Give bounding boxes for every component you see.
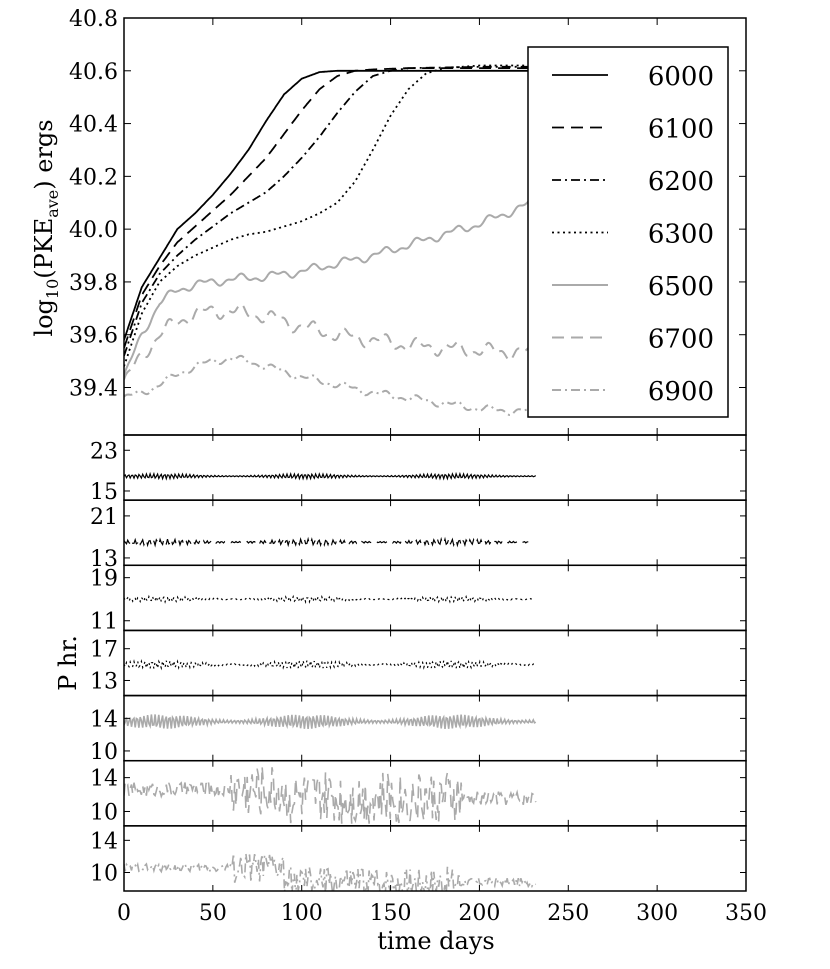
period-line-6000 xyxy=(124,471,537,481)
period-frame-6100 xyxy=(123,499,747,567)
period-line-6500 xyxy=(124,714,537,730)
legend-label-6200: 6200 xyxy=(648,167,714,197)
series-line-6200 xyxy=(124,65,533,357)
bottom-y-axis-label: P hr. xyxy=(54,635,82,691)
x-tick-label-150: 150 xyxy=(370,901,412,926)
top-y-tick-label: 40.2 xyxy=(69,165,118,190)
period-y-tick-label: 17 xyxy=(90,638,118,663)
x-tick-label-250: 250 xyxy=(547,901,589,926)
period-y-tick-label: 19 xyxy=(90,567,118,592)
period-panel-6000: 23 15 xyxy=(90,434,747,505)
period-y-tick-label: 14 xyxy=(90,767,118,792)
series-line-6100 xyxy=(124,67,533,349)
period-line-6900 xyxy=(124,852,537,891)
period-y-tick-label: 13 xyxy=(90,669,118,694)
period-y-tick-label: 10 xyxy=(90,740,118,765)
top-y-tick-label: 39.6 xyxy=(69,324,118,349)
period-y-tick-label: 21 xyxy=(90,505,118,530)
period-y-tick-label: 15 xyxy=(90,480,118,505)
x-tick-label-50: 50 xyxy=(199,901,227,926)
x-tick-label-300: 300 xyxy=(636,901,678,926)
top-y-tick-label: 40.0 xyxy=(69,218,118,243)
legend-label-6500: 6500 xyxy=(648,272,714,302)
top-y-tick-label: 40.4 xyxy=(69,113,118,138)
period-y-tick-label: 10 xyxy=(90,800,118,825)
x-axis: 0 50 100 150 200 250 300 350 xyxy=(117,901,767,926)
period-line-6100 xyxy=(124,536,529,548)
period-y-tick-label: 13 xyxy=(90,547,118,572)
period-y-tick-label: 14 xyxy=(90,707,118,732)
legend-label-6100: 6100 xyxy=(648,115,714,145)
period-line-6300 xyxy=(124,658,537,671)
x-tick-label-200: 200 xyxy=(458,901,500,926)
legend-box xyxy=(527,46,729,418)
legend: 6000 6100 6200 6300 6500 6700 6900 xyxy=(527,46,729,418)
top-series-group xyxy=(124,64,534,417)
series-line-6300 xyxy=(124,64,533,367)
legend-label-6700: 6700 xyxy=(648,325,714,355)
period-line-6200 xyxy=(124,594,533,605)
x-tick-label-0: 0 xyxy=(117,901,131,926)
series-line-6000 xyxy=(124,69,533,341)
top-y-tick-label: 40.8 xyxy=(69,7,118,32)
series-line-6500 xyxy=(124,198,533,376)
period-y-tick-label: 14 xyxy=(90,829,118,854)
x-tick-label-100: 100 xyxy=(281,901,323,926)
top-y-axis-label: log10(PKEave) ergs xyxy=(30,119,62,336)
x-tick-label-350: 350 xyxy=(725,901,767,926)
top-y-tick-label: 40.6 xyxy=(69,60,118,85)
period-y-tick-label: 10 xyxy=(90,862,118,887)
series-line-6700 xyxy=(124,303,534,380)
legend-label-6300: 6300 xyxy=(648,220,714,250)
top-y-tick-label: 39.4 xyxy=(69,376,118,401)
top-y-tick-label: 39.8 xyxy=(69,271,118,296)
period-y-tick-label: 23 xyxy=(90,439,118,464)
period-frame-6000 xyxy=(123,434,747,501)
x-axis-label: time days xyxy=(377,927,494,955)
period-line-6700 xyxy=(124,766,537,824)
pke-panel: 40.8 40.6 40.4 40.2 40.0 39.8 39.6 39.4 6000 6100… xyxy=(69,7,747,436)
period-frame-6900 xyxy=(123,825,747,892)
period-y-tick-label: 11 xyxy=(90,610,118,635)
legend-label-6900: 6900 xyxy=(648,377,714,407)
legend-label-6000: 6000 xyxy=(648,62,714,92)
period-panel-6100: 21 13 xyxy=(90,499,747,572)
period-frame-6300 xyxy=(123,629,747,697)
series-line-6900 xyxy=(124,354,534,417)
period-frame-6500 xyxy=(123,694,747,762)
